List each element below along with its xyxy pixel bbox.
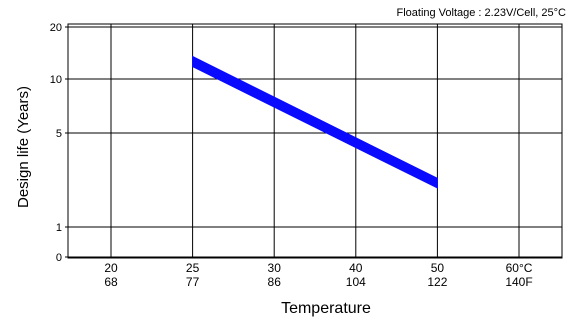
y-axis-label: Design life (Years): [15, 86, 32, 208]
y-tick-label: 10: [50, 74, 62, 86]
x-tick-label-celsius: 30: [268, 261, 282, 275]
y-tick-label: 0: [56, 252, 62, 264]
x-axis-label: Temperature: [281, 300, 371, 317]
grid-lines: [68, 24, 562, 258]
y-tick-label: 20: [50, 22, 62, 34]
x-tick-label-fahrenheit: 77: [186, 275, 200, 289]
x-tick-label-fahrenheit: 86: [268, 275, 282, 289]
plot-frame: [67, 23, 563, 259]
x-tick-label-fahrenheit: 122: [427, 275, 447, 289]
x-tick-label-celsius: 50: [431, 261, 445, 275]
y-tick-label: 5: [56, 128, 62, 140]
x-tick-label-celsius: 60°C: [506, 261, 533, 275]
x-tick-label-celsius: 25: [186, 261, 200, 275]
x-tick-label-celsius: 40: [349, 261, 363, 275]
x-tick-label-celsius: 20: [104, 261, 118, 275]
y-tick-labels: 0 1 5 10 20: [50, 22, 68, 264]
y-tick-label: 1: [56, 222, 62, 234]
design-life-band: [192, 55, 438, 189]
floating-voltage-note: Floating Voltage : 2.23V/Cell, 25°C: [396, 7, 566, 19]
x-tick-label-fahrenheit: 104: [346, 275, 366, 289]
x-tick-label-fahrenheit: 68: [104, 275, 118, 289]
design-life-band-shape: [192, 55, 438, 189]
x-tick-label-fahrenheit: 140F: [505, 275, 532, 289]
